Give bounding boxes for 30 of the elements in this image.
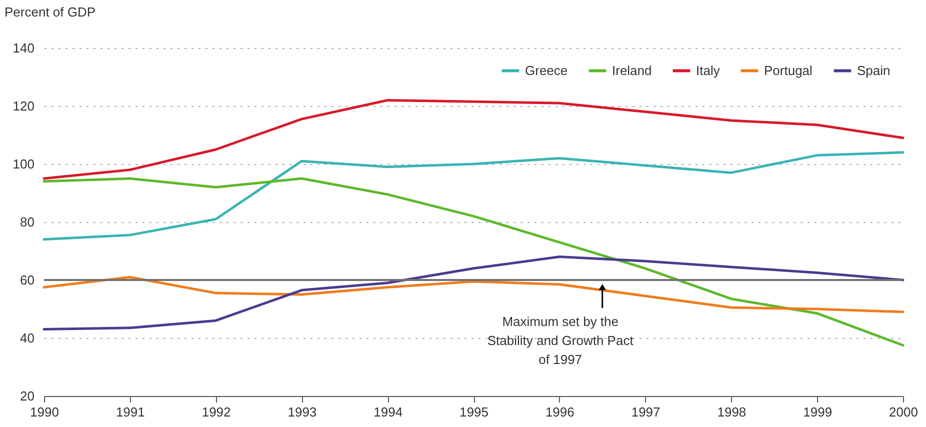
y-tick-label: 60	[20, 272, 34, 288]
line-series	[42, 151, 904, 241]
annotation: Maximum set by the Stability and Growth Pact of 1997	[487, 314, 634, 367]
y-tick-label: 120	[12, 98, 34, 114]
y-tick-label: 100	[12, 156, 34, 172]
y-tick-label: 140	[12, 40, 34, 56]
x-tick-label: 1996	[545, 404, 574, 420]
y-axis-title: Percent of GDP	[4, 4, 96, 20]
x-tick-label: 1999	[803, 404, 832, 420]
x-tick-label: 1994	[374, 404, 403, 420]
x-tick-label: 1991	[116, 404, 145, 420]
x-tick-label: 1990	[30, 404, 59, 420]
line-series	[42, 276, 904, 314]
legend-label: Ireland	[612, 62, 652, 78]
y-tick-label: 80	[20, 214, 34, 230]
x-tick-label: 1993	[288, 404, 317, 420]
legend-label: Greece	[525, 62, 568, 78]
y-tick-label: 40	[20, 330, 34, 346]
legend-label: Italy	[696, 62, 720, 78]
x-tick-label: 1998	[717, 404, 746, 420]
x-tick-label: 1995	[460, 404, 488, 420]
line-series	[42, 98, 904, 180]
x-tick-label: 1997	[631, 404, 660, 420]
line-series	[42, 177, 904, 346]
legend-label: Portugal	[764, 62, 813, 78]
x-tick-label: 2000	[889, 404, 918, 420]
y-tick-label: 20	[20, 388, 34, 404]
line-series	[42, 256, 904, 331]
x-tick-label: 1992	[202, 404, 231, 420]
legend-label: Spain	[857, 62, 890, 78]
